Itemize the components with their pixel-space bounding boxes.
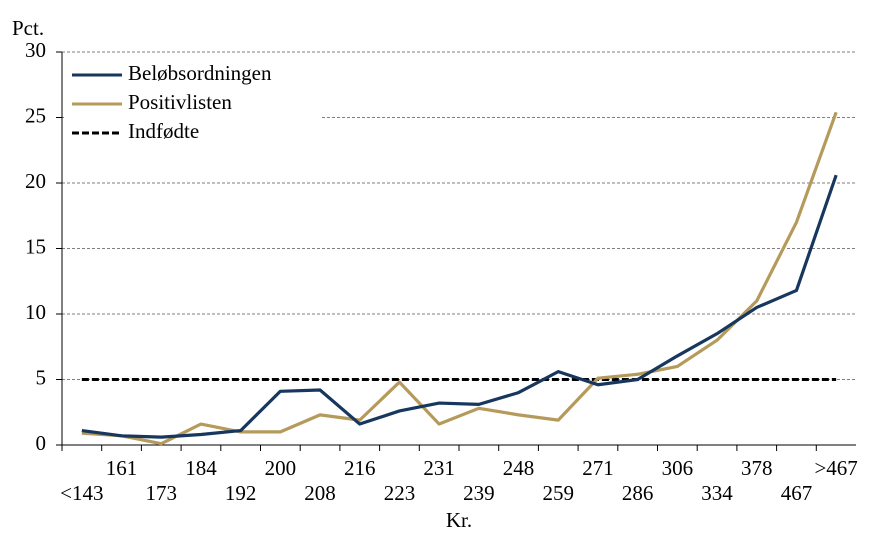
x-tick-label: 248 — [503, 456, 535, 480]
x-tick-label: 271 — [582, 456, 614, 480]
x-tick-label: 259 — [543, 481, 575, 505]
y-tick-label: 30 — [25, 38, 46, 62]
x-tick-label: 378 — [741, 456, 773, 480]
y-tick-label: 15 — [25, 234, 46, 258]
x-tick-label: 286 — [622, 481, 654, 505]
legend-label: Beløbsordningen — [128, 61, 272, 85]
x-tick-label: >467 — [814, 456, 857, 480]
y-axis-label: Pct. — [12, 16, 44, 40]
x-tick-label: 173 — [146, 481, 178, 505]
x-tick-label: 334 — [701, 481, 733, 505]
y-tick-label: 10 — [25, 300, 46, 324]
x-tick-label: 184 — [185, 456, 217, 480]
x-tick-label: 216 — [344, 456, 376, 480]
legend-label: Indfødte — [128, 119, 199, 143]
x-tick-label: 208 — [304, 481, 336, 505]
x-tick-label: 200 — [265, 456, 297, 480]
x-tick-label: 192 — [225, 481, 257, 505]
x-tick-label: 223 — [384, 481, 416, 505]
x-tick-label: 231 — [423, 456, 455, 480]
x-tick-label: <143 — [60, 481, 103, 505]
y-tick-label: 20 — [25, 169, 46, 193]
y-tick-label: 5 — [36, 365, 47, 389]
x-tick-label: 161 — [106, 456, 138, 480]
x-tick-label: 239 — [463, 481, 495, 505]
y-tick-label: 0 — [36, 431, 47, 455]
x-axis-label: Kr. — [446, 508, 472, 532]
series-line — [81, 111, 838, 446]
x-tick-label: 467 — [781, 481, 813, 505]
y-tick-label: 25 — [25, 103, 46, 127]
series-line — [81, 174, 838, 439]
legend-label: Positivlisten — [128, 90, 232, 114]
x-tick-label: 306 — [662, 456, 694, 480]
legend-box — [64, 56, 322, 158]
